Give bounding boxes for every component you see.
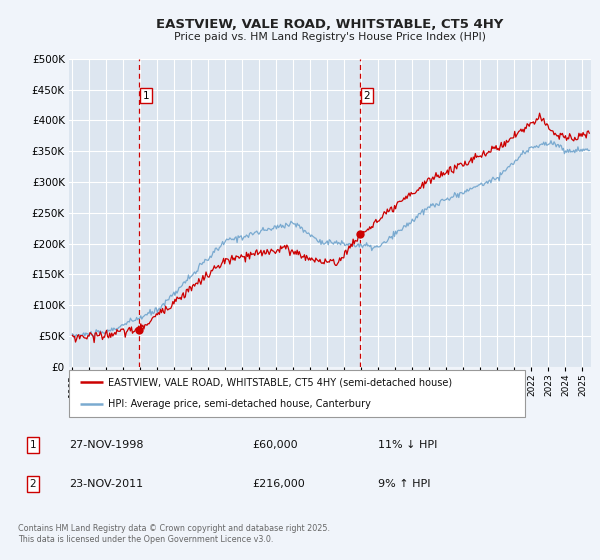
Text: 11% ↓ HPI: 11% ↓ HPI [378,440,437,450]
Text: 9% ↑ HPI: 9% ↑ HPI [378,479,431,489]
Text: 1: 1 [142,91,149,101]
Text: 1: 1 [29,440,37,450]
Text: Contains HM Land Registry data © Crown copyright and database right 2025.
This d: Contains HM Land Registry data © Crown c… [18,524,330,544]
FancyBboxPatch shape [69,370,525,417]
Text: 27-NOV-1998: 27-NOV-1998 [69,440,143,450]
Text: EASTVIEW, VALE ROAD, WHITSTABLE, CT5 4HY: EASTVIEW, VALE ROAD, WHITSTABLE, CT5 4HY [157,18,503,31]
Text: Price paid vs. HM Land Registry's House Price Index (HPI): Price paid vs. HM Land Registry's House … [174,32,486,43]
Text: HPI: Average price, semi-detached house, Canterbury: HPI: Average price, semi-detached house,… [108,399,371,409]
Text: 2: 2 [364,91,370,101]
Text: £216,000: £216,000 [252,479,305,489]
Text: £60,000: £60,000 [252,440,298,450]
Text: 23-NOV-2011: 23-NOV-2011 [69,479,143,489]
Text: 2: 2 [29,479,37,489]
Text: EASTVIEW, VALE ROAD, WHITSTABLE, CT5 4HY (semi-detached house): EASTVIEW, VALE ROAD, WHITSTABLE, CT5 4HY… [108,377,452,388]
